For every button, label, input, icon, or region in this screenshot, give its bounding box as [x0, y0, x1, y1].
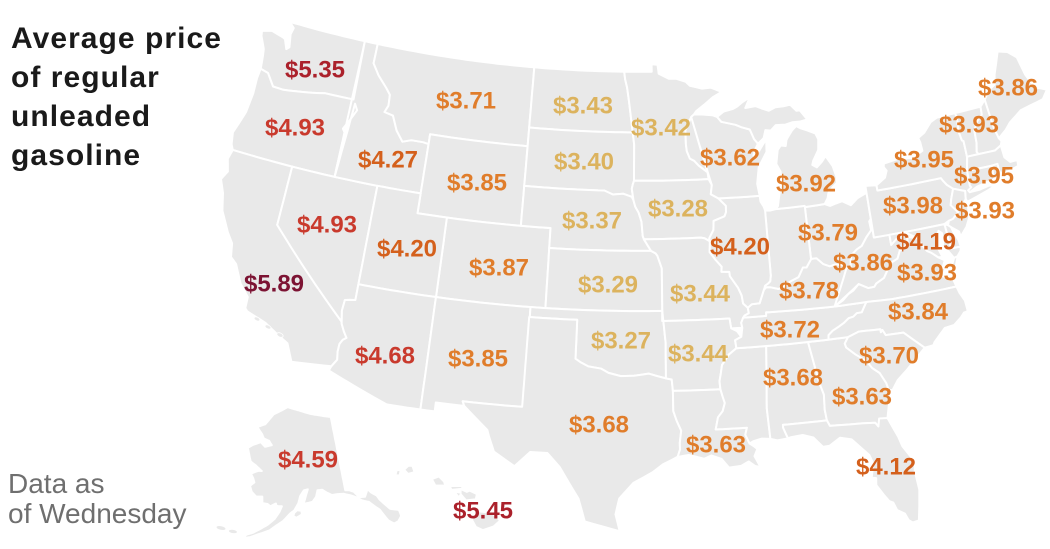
- svg-text:$4.93: $4.93: [265, 115, 325, 142]
- svg-text:$3.93: $3.93: [955, 198, 1015, 225]
- svg-text:$3.37: $3.37: [562, 208, 622, 235]
- svg-text:$5.89: $5.89: [244, 271, 304, 298]
- svg-text:$3.28: $3.28: [648, 196, 708, 223]
- svg-text:$4.27: $4.27: [358, 147, 418, 174]
- svg-text:$3.92: $3.92: [776, 171, 836, 198]
- svg-text:$3.44: $3.44: [670, 281, 731, 308]
- svg-text:$3.79: $3.79: [798, 220, 858, 247]
- svg-text:$3.40: $3.40: [554, 149, 614, 176]
- svg-text:$3.29: $3.29: [578, 272, 638, 299]
- svg-text:$4.20: $4.20: [377, 236, 437, 263]
- svg-text:$3.85: $3.85: [447, 170, 507, 197]
- svg-text:$4.93: $4.93: [297, 212, 357, 239]
- svg-text:$3.68: $3.68: [569, 412, 629, 439]
- svg-text:$3.95: $3.95: [894, 147, 954, 174]
- svg-text:$4.59: $4.59: [278, 447, 338, 474]
- svg-text:$3.98: $3.98: [883, 193, 943, 220]
- svg-text:$3.62: $3.62: [700, 145, 760, 172]
- svg-text:$3.44: $3.44: [668, 341, 729, 368]
- svg-text:$3.27: $3.27: [591, 328, 651, 355]
- svg-text:$3.87: $3.87: [469, 255, 529, 282]
- svg-text:$3.70: $3.70: [859, 343, 919, 370]
- svg-text:$4.68: $4.68: [355, 343, 415, 370]
- svg-text:$3.86: $3.86: [978, 75, 1038, 102]
- svg-text:$4.19: $4.19: [896, 229, 956, 256]
- svg-text:$3.63: $3.63: [832, 384, 892, 411]
- svg-text:$3.68: $3.68: [763, 365, 823, 392]
- svg-text:$3.63: $3.63: [686, 432, 746, 459]
- svg-text:$3.93: $3.93: [939, 112, 999, 139]
- svg-text:$4.20: $4.20: [710, 234, 770, 261]
- svg-text:$5.35: $5.35: [285, 57, 345, 84]
- svg-text:$3.42: $3.42: [631, 115, 691, 142]
- svg-text:$3.78: $3.78: [779, 278, 839, 305]
- svg-text:$3.72: $3.72: [760, 317, 820, 344]
- svg-text:$3.43: $3.43: [553, 93, 613, 120]
- svg-text:$3.95: $3.95: [954, 163, 1014, 190]
- svg-text:$5.45: $5.45: [453, 498, 513, 525]
- svg-text:$3.86: $3.86: [833, 250, 893, 277]
- svg-text:$3.93: $3.93: [897, 260, 957, 287]
- svg-text:$3.71: $3.71: [436, 88, 496, 115]
- svg-text:$3.84: $3.84: [888, 299, 949, 326]
- svg-text:$3.85: $3.85: [448, 346, 508, 373]
- svg-text:$4.12: $4.12: [856, 454, 916, 481]
